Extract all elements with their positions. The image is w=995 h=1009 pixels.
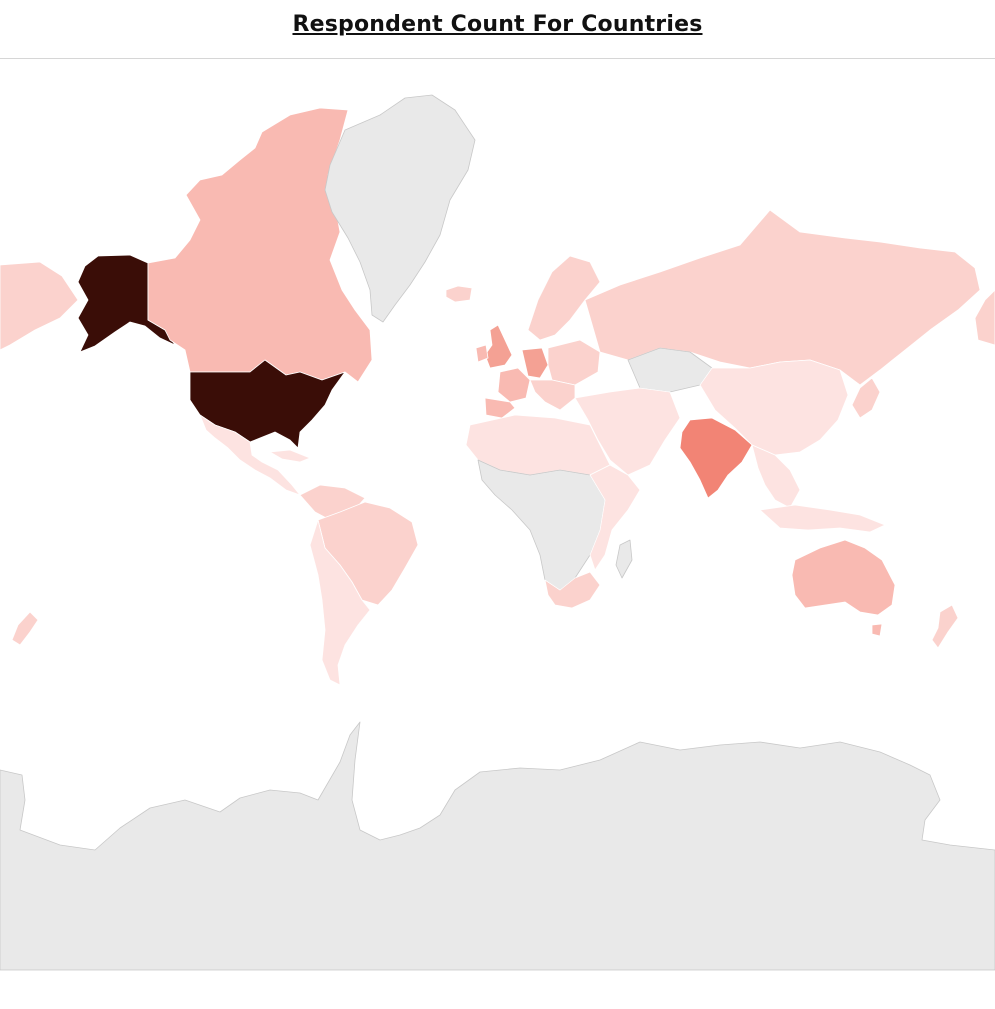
region-east-europe[interactable] [547, 339, 601, 386]
region-russia[interactable] [584, 209, 981, 386]
title-divider [0, 58, 995, 59]
region-greenland[interactable] [324, 94, 476, 323]
region-tasmania[interactable] [871, 623, 883, 637]
world-map [0, 59, 995, 1005]
region-southern-africa[interactable] [544, 571, 601, 609]
region-iceland[interactable] [445, 285, 473, 303]
region-scandinavia[interactable] [527, 255, 601, 341]
region-caribbean[interactable] [269, 449, 311, 463]
region-china[interactable] [699, 359, 849, 456]
region-spain[interactable] [484, 397, 516, 419]
page-title: Respondent Count For Countries [292, 12, 703, 37]
region-russia-far-east-east[interactable] [974, 289, 995, 346]
region-south-cone[interactable] [309, 519, 371, 686]
region-italy-balkans[interactable] [529, 379, 576, 411]
region-france[interactable] [497, 367, 531, 403]
region-india[interactable] [679, 417, 753, 499]
region-new-zealand[interactable] [931, 604, 959, 649]
region-central-africa[interactable] [477, 459, 606, 591]
region-uk[interactable] [484, 324, 513, 369]
region-russia-far-east-west[interactable] [0, 261, 79, 351]
region-germany[interactable] [521, 347, 549, 379]
region-middle-east[interactable] [574, 387, 681, 476]
region-australia[interactable] [791, 539, 896, 616]
region-antarctica[interactable] [0, 721, 995, 971]
region-indonesia[interactable] [759, 504, 886, 533]
region-japan[interactable] [851, 377, 881, 419]
region-east-africa[interactable] [589, 464, 641, 571]
region-ireland[interactable] [475, 344, 489, 363]
region-madagascar[interactable] [615, 539, 633, 579]
region-new-zealand-west[interactable] [11, 611, 39, 646]
